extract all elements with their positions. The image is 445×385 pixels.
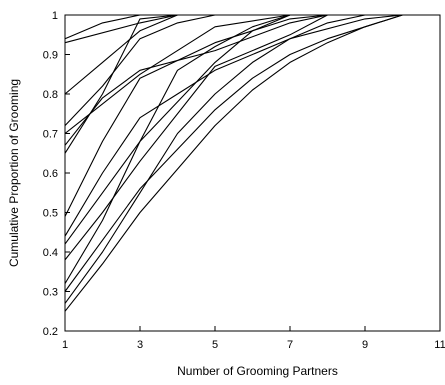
x-tick-label: 7 [287,339,293,351]
series-line-14 [64,14,366,304]
y-axis-label: Cumulative Proportion of Grooming [7,79,21,267]
y-tick-label: 0.5 [43,208,58,220]
x-tick-label: 9 [362,339,368,351]
y-tick-label: 0.7 [43,129,58,141]
series-line-6 [64,14,328,146]
series-line-3 [64,14,178,95]
series-line-2 [64,14,178,44]
y-tick-label: 0.6 [43,168,58,180]
series-line-4 [64,14,216,126]
y-tick-label: 0.3 [43,287,58,299]
series-line-9 [64,14,403,237]
y-axis: 0.2 0.3 0.4 0.5 0.6 0.7 0.8 0.9 1 [43,10,70,338]
y-tick-label: 0.9 [43,50,58,62]
x-tick-label: 1 [62,339,68,351]
x-axis: 1 3 5 7 9 11 [62,326,445,351]
series-line-12 [64,14,291,284]
series-line-13 [64,14,403,292]
y-tick-label: 0.2 [43,326,58,338]
series-line-1 [64,14,141,40]
x-tick-label: 5 [212,339,218,351]
series-line-7 [64,14,178,154]
x-tick-label: 3 [137,339,143,351]
x-axis-label: Number of Grooming Partners [177,364,338,378]
series-line-11 [64,14,328,261]
y-tick-label: 0.8 [43,89,58,101]
series-line-10 [64,14,291,245]
x-tick-label: 11 [434,339,445,351]
series-line-15 [64,14,403,312]
y-tick-label: 1 [52,10,58,22]
y-tick-label: 0.4 [43,247,58,259]
series-line-5 [64,14,291,134]
plot-lines [64,14,403,312]
series-line-8 [64,14,328,217]
